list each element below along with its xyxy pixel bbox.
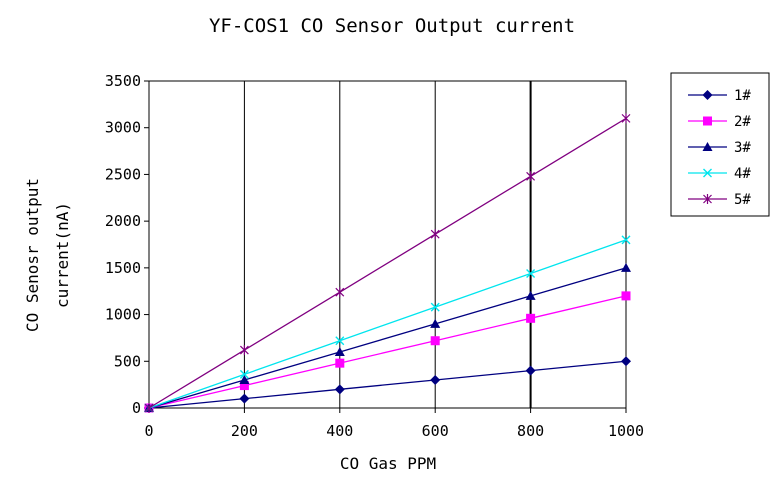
data-point — [525, 365, 536, 376]
legend-label: 1# — [734, 88, 751, 104]
data-point — [703, 116, 712, 126]
x-tick-label: 400 — [326, 422, 353, 440]
data-point — [526, 313, 536, 323]
legend-item: 2# — [688, 114, 751, 130]
data-point — [430, 229, 440, 240]
data-point — [621, 262, 631, 272]
y-tick-label: 500 — [114, 352, 141, 370]
series-line — [148, 267, 627, 409]
data-point — [702, 90, 713, 100]
x-tick-label: 800 — [517, 422, 544, 440]
series-2 — [144, 291, 631, 413]
data-point — [526, 268, 536, 278]
legend-label: 3# — [734, 140, 751, 156]
x-tick-label: 200 — [231, 422, 258, 440]
data-point — [334, 346, 345, 356]
plot-area — [148, 80, 627, 409]
data-point — [334, 384, 345, 395]
legend-item: 5# — [688, 192, 751, 208]
data-point — [621, 291, 631, 301]
legend-item: 3# — [688, 140, 751, 156]
series-3 — [144, 262, 631, 412]
y-tick-label: 3500 — [105, 72, 141, 90]
x-tick-label: 1000 — [608, 422, 644, 440]
data-point — [525, 290, 536, 300]
data-point — [239, 374, 250, 384]
data-point — [526, 171, 536, 182]
legend-label: 4# — [734, 166, 751, 182]
series-line — [148, 295, 627, 409]
data-point — [702, 142, 713, 151]
legend-item: 4# — [688, 166, 751, 182]
legend-label: 5# — [734, 192, 751, 208]
data-point — [335, 287, 345, 298]
y-axis-ticks: 0 500 1000 1500 2000 2500 3000 3500 — [105, 72, 149, 417]
series-group — [144, 113, 631, 413]
legend: 1# 2# 3# 4# 5# — [670, 72, 770, 217]
legend-item: 1# — [688, 88, 751, 104]
data-point — [430, 318, 441, 328]
data-point — [239, 369, 249, 379]
y-tick-label: 3000 — [105, 119, 141, 137]
data-point — [144, 403, 154, 413]
x-tick-label: 0 — [144, 422, 153, 440]
series-line — [148, 117, 627, 409]
data-point — [239, 393, 250, 404]
series-5 — [144, 113, 631, 413]
data-point — [239, 345, 249, 356]
data-point — [430, 302, 440, 312]
data-point — [430, 336, 440, 346]
data-point — [621, 113, 631, 124]
x-axis-ticks: 0 200 400 600 800 1000 — [144, 408, 644, 440]
data-point — [621, 235, 631, 245]
data-point — [239, 381, 249, 391]
legend-box — [670, 72, 770, 217]
data-point — [430, 374, 441, 385]
y-tick-label: 2000 — [105, 212, 141, 230]
data-point — [335, 358, 345, 368]
data-point — [703, 194, 712, 204]
y-tick-label: 1500 — [105, 259, 141, 277]
data-point — [621, 356, 631, 367]
x-axis-label: CO Gas PPM — [340, 454, 436, 473]
series-line — [148, 360, 627, 409]
y-tick-label: 2500 — [105, 165, 141, 183]
chart-title: YF-COS1 CO Sensor Output current — [209, 15, 575, 37]
data-point — [335, 336, 345, 346]
y-axis-label-line2: current(nA) — [53, 202, 72, 308]
legend-label: 2# — [734, 114, 751, 130]
x-tick-label: 600 — [422, 422, 449, 440]
series-4 — [144, 235, 631, 413]
y-tick-label: 0 — [132, 399, 141, 417]
data-point — [703, 168, 712, 178]
series-line — [148, 239, 627, 409]
y-tick-label: 1000 — [105, 306, 141, 324]
y-axis-label-line1: CO Senosr output — [23, 178, 42, 332]
